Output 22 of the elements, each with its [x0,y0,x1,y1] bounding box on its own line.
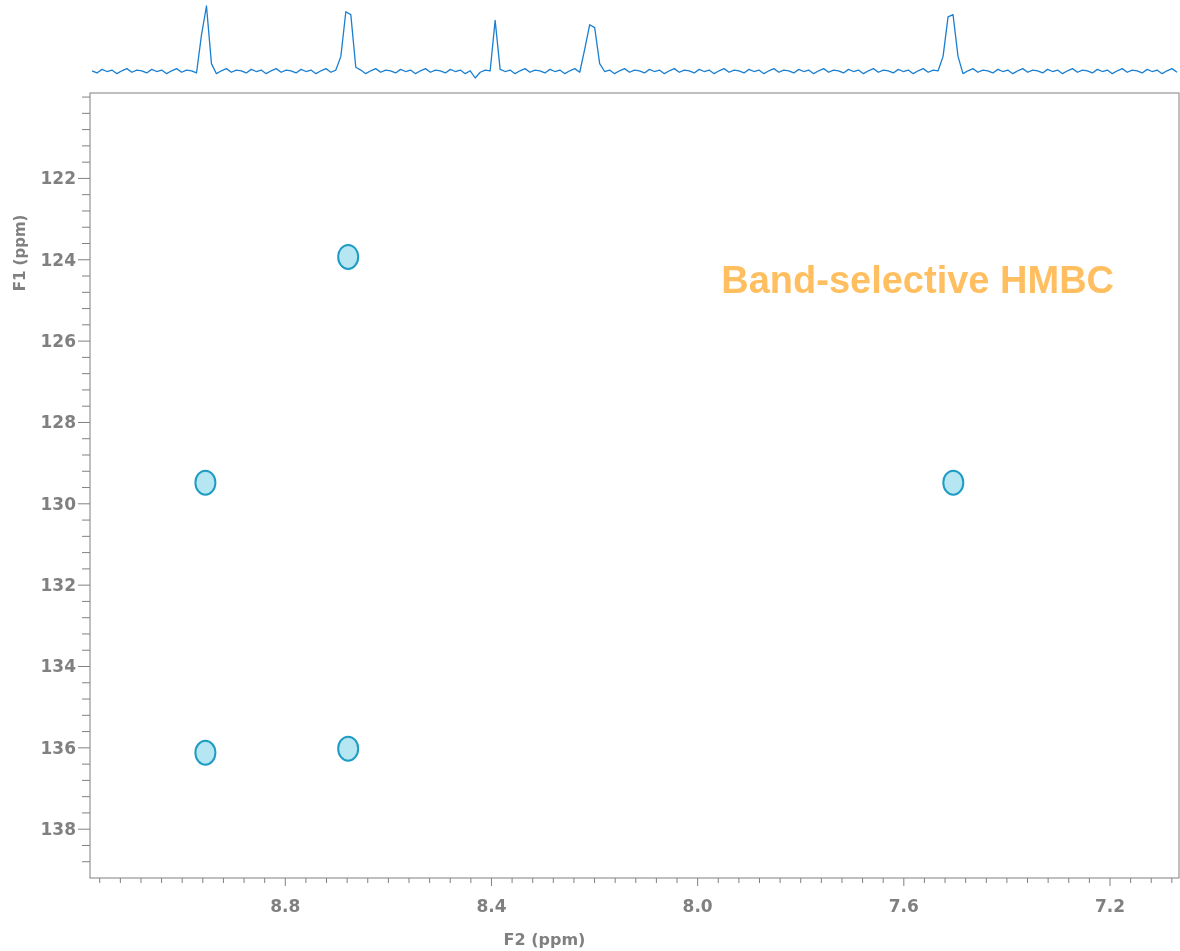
y-tick-label: 122 [40,168,76,189]
x-axis-title: F2 (ppm) [503,930,586,949]
y-tick-label: 124 [40,249,77,270]
y-tick-label: 132 [40,575,76,596]
x-tick-label: 8.0 [682,896,713,916]
y-axis-title: F1 (ppm) [11,214,29,292]
point [942,469,965,496]
annotation: Band-selective HMBC [721,259,1115,301]
y-tick-label: 138 [40,819,76,840]
y-tick-label: 126 [40,331,76,352]
x-tick-label: 7.6 [888,896,919,916]
y-tick-label: 134 [40,656,77,677]
y-tick-label: 128 [40,412,76,433]
y-tick-label: 130 [40,493,77,514]
x-tick-label: 7.2 [1094,896,1126,916]
y-tick-label: 136 [40,737,76,758]
x-tick-label: 8.4 [476,896,507,916]
point [337,243,360,270]
point [337,735,360,762]
point [194,739,217,766]
point [194,469,217,496]
x-tick-label: 8.8 [270,896,301,916]
